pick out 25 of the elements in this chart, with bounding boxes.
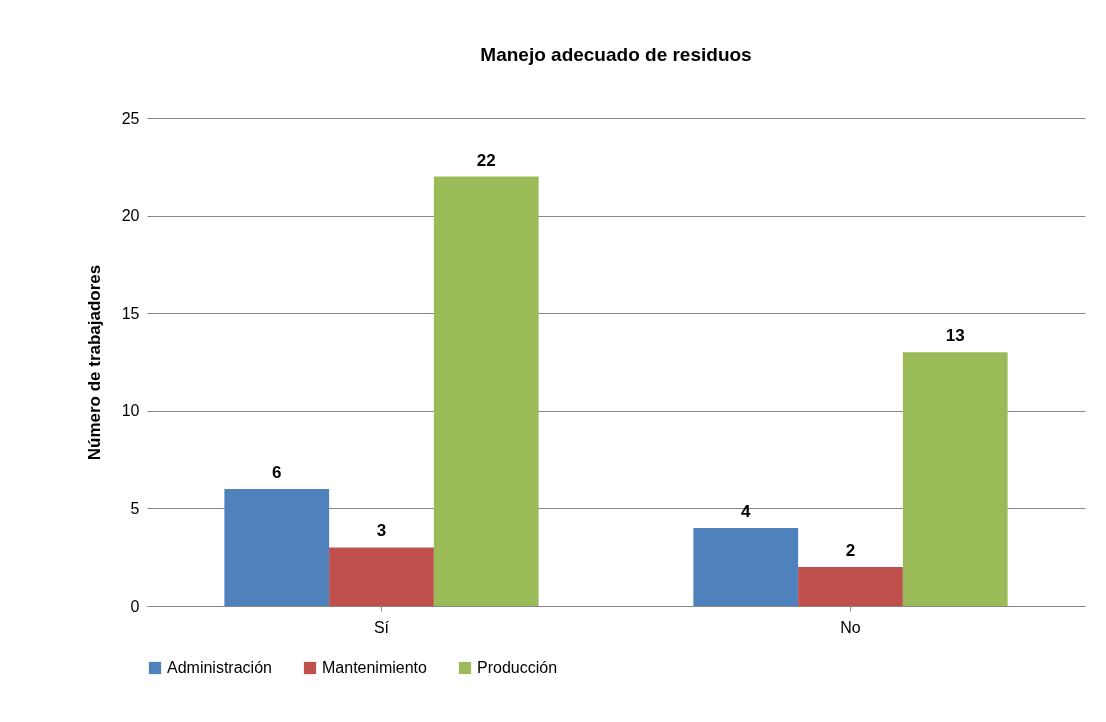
data-label: 6 [272,462,282,482]
legend-label: Producción [477,659,558,676]
legend-label: Administración [167,659,272,676]
y-tick-label: 25 [121,109,140,127]
bar [798,566,903,606]
data-label: 4 [741,501,752,521]
bar [902,352,1008,606]
y-tick-label: 0 [130,597,140,615]
y-axis-title: Número de trabajadores [84,264,104,461]
x-tick-label: Sí [373,618,390,636]
chart-title: Manejo adecuado de residuos [480,44,752,65]
y-tick-label: 10 [121,402,140,420]
bar [329,547,434,606]
data-label: 13 [945,326,965,346]
bar [693,527,799,606]
x-tick-label: No [840,618,861,636]
y-tick-label: 5 [130,499,140,517]
bar [224,488,330,606]
bar [433,176,539,606]
y-tick-label: 20 [121,207,140,225]
data-label: 2 [845,540,856,560]
data-label: 22 [476,150,496,170]
legend-label: Mantenimiento [322,659,428,676]
data-label: 3 [376,521,387,541]
y-tick-label: 15 [121,304,140,322]
